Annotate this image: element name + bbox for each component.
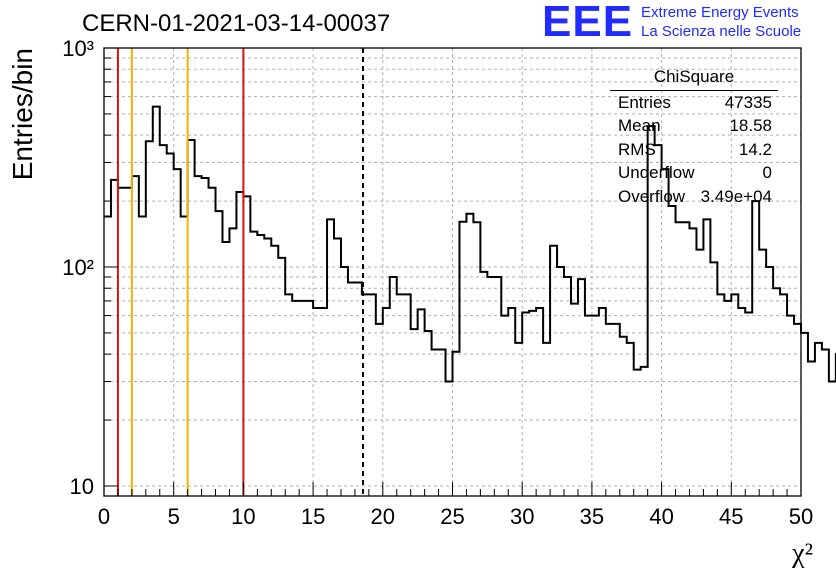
stats-label: Underflow (618, 163, 695, 183)
x-tick-label: 35 (580, 504, 604, 529)
x-tick-label: 20 (371, 504, 395, 529)
y-tick-label: 10² (62, 255, 94, 280)
brand-text: Extreme Energy Events La Scienza nelle S… (641, 2, 801, 41)
brand-line-2: La Scienza nelle Scuole (641, 23, 802, 40)
x-tick-label: 0 (98, 504, 110, 529)
x-tick-label: 25 (440, 504, 464, 529)
y-tick-label: 10 (70, 474, 94, 499)
stats-value: 18.58 (729, 116, 772, 136)
brand-line-1: Extreme Energy Events (641, 4, 799, 21)
x-tick-label: 5 (168, 504, 180, 529)
stats-box: ChiSquare Entries 47335 Mean 18.58 RMS 1… (610, 64, 778, 208)
stats-value: 14.2 (738, 139, 772, 159)
stats-value: 47335 (724, 93, 772, 112)
stats-row-underflow: Underflow 0 (610, 161, 778, 184)
y-axis-label: Entries/bin (7, 48, 38, 180)
stats-label: Overflow (618, 186, 686, 206)
stats-row-rms: RMS 14.2 (610, 138, 778, 161)
axis-ticks (103, 47, 802, 497)
y-tick-label: 10³ (62, 36, 94, 61)
axis-labels: 0 5 10 15 20 25 30 35 40 45 50 10 10² 10³ χ² Entries/bi… (7, 36, 813, 569)
stats-label: Entries (618, 93, 671, 112)
eee-logo: EEE (542, 0, 634, 46)
x-tick-label: 40 (649, 504, 673, 529)
x-tick-label: 45 (719, 504, 743, 529)
x-tick-label: 15 (301, 504, 325, 529)
stats-value: 3.49e+04 (700, 186, 772, 206)
stats-row-entries: Entries 47335 (610, 91, 778, 114)
reference-lines (116, 48, 365, 496)
stats-row-mean: Mean 18.58 (610, 114, 778, 137)
stats-label: Mean (618, 116, 661, 136)
x-tick-label: 10 (231, 504, 255, 529)
eee-brand: EEE Extreme Energy Events La Scienza nel… (542, 0, 801, 46)
stats-label: RMS (618, 139, 656, 159)
x-tick-label: 50 (789, 504, 813, 529)
x-tick-label: 30 (510, 504, 534, 529)
stats-row-overflow: Overflow 3.49e+04 (610, 185, 778, 208)
stats-title: ChiSquare (610, 64, 778, 91)
chart-title: CERN-01-2021-03-14-00037 (82, 10, 391, 37)
stats-value: 0 (762, 163, 772, 183)
x-axis-label: χ² (791, 538, 813, 569)
